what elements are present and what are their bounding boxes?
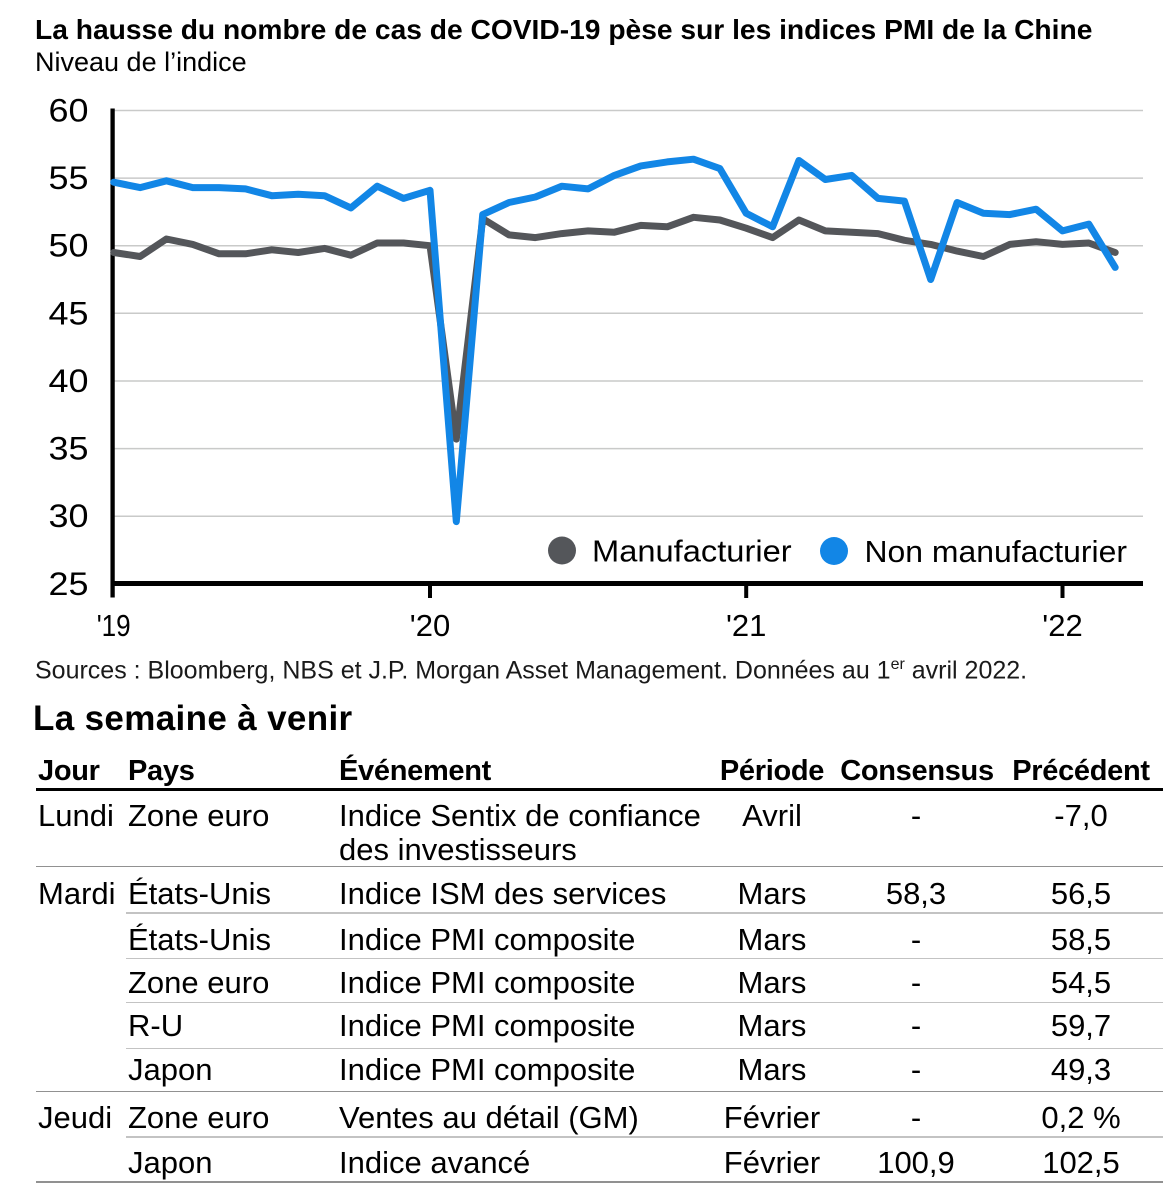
svg-text:'19: '19 [97, 608, 131, 643]
svg-text:25: 25 [49, 566, 89, 602]
svg-text:Manufacturier: Manufacturier [592, 534, 792, 569]
svg-text:45: 45 [49, 295, 89, 331]
svg-text:30: 30 [49, 498, 89, 534]
svg-text:40: 40 [49, 363, 89, 399]
svg-text:Non manufacturier: Non manufacturier [865, 534, 1128, 569]
svg-text:35: 35 [49, 431, 89, 467]
svg-text:60: 60 [49, 93, 89, 129]
svg-text:'20: '20 [410, 608, 450, 643]
svg-text:50: 50 [49, 228, 89, 264]
svg-text:'22: '22 [1042, 608, 1082, 643]
svg-text:'21: '21 [726, 608, 766, 643]
svg-text:55: 55 [49, 160, 89, 196]
